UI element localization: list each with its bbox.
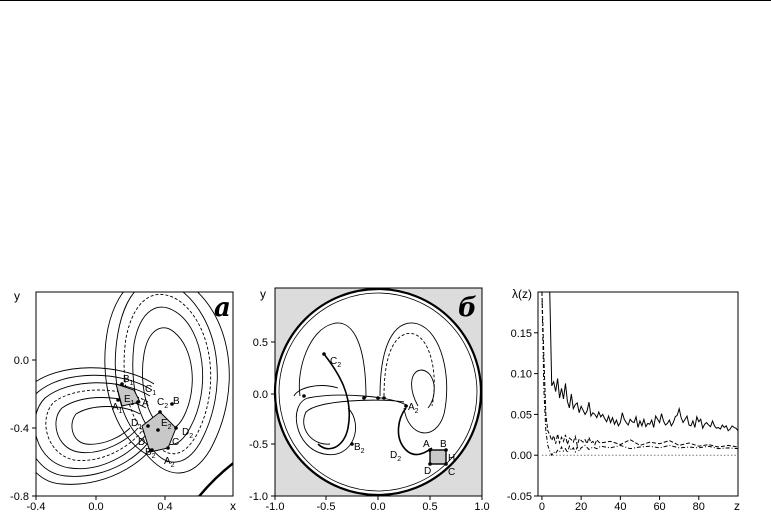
page-top-rule <box>0 0 771 1</box>
boundary-circle <box>273 287 483 497</box>
point-labels: C2 A2 B2 D2 A B H D C <box>330 356 455 478</box>
label-A2: A2 <box>164 456 175 469</box>
plot-frame <box>537 291 739 497</box>
x-tick: 1.0 <box>474 501 489 513</box>
y-tick: 0.5 <box>253 337 268 349</box>
label-E2: E2 <box>161 418 172 431</box>
series-line-solid <box>543 291 739 433</box>
x-tick-label: 40 <box>614 501 626 513</box>
label-B2: B2 <box>145 447 156 460</box>
label-C1: C1 <box>145 384 156 397</box>
x-tick: 0.4 <box>157 501 172 513</box>
x-tick-label: 20 <box>575 501 587 513</box>
label-B: B <box>440 439 447 450</box>
figure-panel-a: B1 A1 E1 C1 A D1 C2 B E2 D B2 A2 C D2 -0… <box>0 278 250 514</box>
lambda-chart: 0 20 40 60 80 0.15 0.10 0.05 0.00 -0.05 λ(z) z <box>507 287 740 513</box>
region-square <box>429 449 447 465</box>
label-C2: C2 <box>157 397 168 410</box>
panel-letter: a <box>214 293 231 323</box>
label-H: H <box>448 453 455 464</box>
figure-panel-c: 0 20 40 60 80 0.15 0.10 0.05 0.00 -0.05 λ(z) z <box>506 278 768 514</box>
y-axis-label: y <box>14 289 20 303</box>
label-B2: B2 <box>354 442 365 455</box>
y-tick-label: -0.05 <box>507 491 532 503</box>
trajectories <box>293 322 448 456</box>
series-line-dashed <box>541 291 739 448</box>
label-A: A <box>423 439 430 450</box>
y-tick: -0.4 <box>10 423 29 435</box>
y-tick: -1.0 <box>249 491 268 503</box>
label-D2: D2 <box>182 427 193 440</box>
label-B1: B1 <box>123 374 134 387</box>
x-tick-label: 60 <box>653 501 665 513</box>
y-tick: 0.0 <box>253 389 268 401</box>
label-E1: E1 <box>124 394 135 407</box>
label-D: D <box>138 437 145 448</box>
label-C: C <box>172 437 179 448</box>
label-D1: D1 <box>131 418 142 431</box>
marker-points <box>116 382 178 452</box>
label-B: B <box>173 396 180 407</box>
x-axis-label: z <box>734 499 740 513</box>
x-tick-label: 80 <box>693 501 705 513</box>
label-C: C <box>448 467 455 478</box>
label-C2: C2 <box>330 356 341 369</box>
y-tick: 0.0 <box>14 355 29 367</box>
y-tick-label: 0.15 <box>511 328 532 340</box>
y-tick: -0.8 <box>10 491 29 503</box>
panel-letter: б <box>458 293 477 323</box>
figure-panel-b: C2 A2 B2 D2 A B H D C -1.0 -0.5 0.0 0.5 … <box>249 278 498 514</box>
x-tick: -1.0 <box>266 501 285 513</box>
y-tick-label: 0.05 <box>511 409 532 421</box>
x-tick: -0.5 <box>317 501 336 513</box>
trajectories <box>36 292 233 496</box>
marker-points <box>302 352 448 466</box>
y-axis-label: λ(z) <box>512 287 532 301</box>
label-A: A <box>142 398 149 409</box>
phase-portrait-b: C2 A2 B2 D2 A B H D C -1.0 -0.5 0.0 0.5 … <box>249 287 490 513</box>
x-tick: -0.4 <box>27 501 46 513</box>
label-A1: A1 <box>112 402 123 415</box>
label-D2: D2 <box>390 450 401 463</box>
x-tick: 0.5 <box>422 501 437 513</box>
y-axis-label: y <box>260 287 266 301</box>
x-axis-label: x <box>230 499 236 513</box>
series-line-dash-dot <box>541 291 739 457</box>
y-tick: -0.5 <box>249 439 268 451</box>
y-tick-label: 0.10 <box>511 369 532 381</box>
phase-portrait-a: B1 A1 E1 C1 A D1 C2 B E2 D B2 A2 C D2 -0… <box>10 289 236 513</box>
point-labels: B1 A1 E1 C1 A D1 C2 B E2 D B2 A2 C D2 <box>112 374 193 469</box>
label-D: D <box>424 466 431 477</box>
y-tick-label: 0.00 <box>511 450 532 462</box>
x-tick: 0.0 <box>88 501 103 513</box>
x-tick: 0.0 <box>370 501 385 513</box>
label-A2: A2 <box>408 402 419 415</box>
x-tick-label: 0 <box>539 501 545 513</box>
